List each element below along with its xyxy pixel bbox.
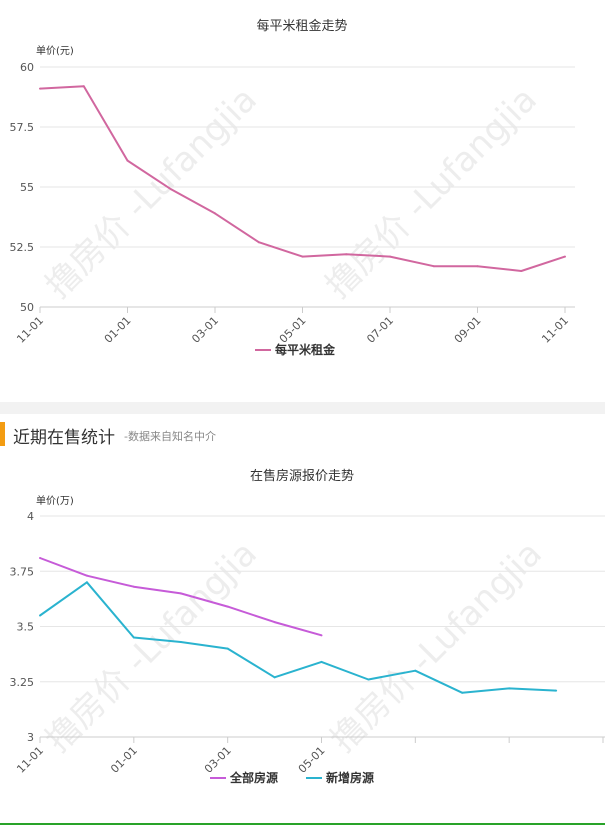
legend-label: 新增房源 xyxy=(326,770,374,785)
rent-trend-chart: 撸房价 -Lufangjia 撸房价 -Lufangjia 每平米租金走势单价(元)… xyxy=(10,18,575,357)
data-point xyxy=(132,585,135,588)
y-tick-label: 50 xyxy=(20,301,34,314)
section-note: -数据来自知名中介 xyxy=(124,430,216,443)
data-point xyxy=(389,255,391,258)
listing-price-trend-chart: 撸房价 -Lufangjia 撸房价 -Lufangjia 在售房源报价走势单价(万… xyxy=(10,468,605,785)
section-accent-bar xyxy=(0,422,5,446)
x-tick-label: 01-01 xyxy=(108,744,140,776)
section-header: 近期在售统计 -数据来自知名中介 xyxy=(0,414,605,454)
data-point xyxy=(414,669,417,672)
data-point xyxy=(476,265,479,268)
listing-chart-panel: 撸房价 -Lufangjia 撸房价 -Lufangjia 在售房源报价走势单价(万… xyxy=(0,454,605,823)
data-point xyxy=(226,647,229,650)
chart-title: 每平米租金走势 xyxy=(256,18,347,34)
data-point xyxy=(126,159,129,162)
x-tick-label: 05-01 xyxy=(277,314,309,346)
data-point xyxy=(179,592,182,595)
data-point xyxy=(39,614,41,617)
y-tick-label: 60 xyxy=(20,61,34,74)
data-point xyxy=(367,678,370,681)
section-title: 近期在售统计 xyxy=(13,428,115,448)
data-point xyxy=(320,660,323,663)
bottom-border xyxy=(0,823,605,825)
data-point xyxy=(520,270,523,272)
x-tick-label: 11-01 xyxy=(539,314,571,346)
x-tick-label: 11-01 xyxy=(14,744,46,776)
data-point xyxy=(179,640,182,643)
data-point xyxy=(555,689,558,692)
x-tick-label: 11-01 xyxy=(14,314,46,346)
data-point xyxy=(85,581,88,584)
data-point xyxy=(273,621,276,624)
data-point xyxy=(345,253,348,256)
data-point xyxy=(508,687,511,690)
data-point xyxy=(301,255,304,258)
data-point xyxy=(39,87,41,90)
data-point xyxy=(170,188,173,191)
y-tick-label: 3.5 xyxy=(17,621,35,634)
data-point xyxy=(132,636,135,639)
y-axis-unit-label: 单价(元) xyxy=(36,45,74,57)
data-point xyxy=(461,691,464,694)
data-point xyxy=(82,85,85,88)
y-tick-label: 4 xyxy=(27,510,34,523)
x-tick-label: 07-01 xyxy=(364,314,396,346)
x-tick-label: 09-01 xyxy=(452,314,484,346)
x-tick-label: 03-01 xyxy=(189,314,221,346)
data-point xyxy=(39,556,41,559)
x-tick-label: 05-01 xyxy=(296,744,328,776)
watermark-text: 撸房价 -Lufangjia xyxy=(318,80,545,307)
watermark-text: 撸房价 -Lufangjia xyxy=(38,80,265,307)
data-point xyxy=(320,634,323,637)
series-line-新增房源 xyxy=(39,581,557,694)
data-point xyxy=(226,605,229,608)
y-tick-label: 3 xyxy=(27,731,34,744)
legend-label: 每平米租金 xyxy=(275,342,336,357)
y-tick-label: 52.5 xyxy=(10,241,35,254)
data-point xyxy=(273,676,276,679)
y-axis-unit-label: 单价(万) xyxy=(36,495,74,507)
y-tick-label: 57.5 xyxy=(10,121,35,134)
y-tick-label: 3.25 xyxy=(10,676,35,689)
y-tick-label: 55 xyxy=(20,181,34,194)
data-point xyxy=(85,574,88,577)
y-tick-label: 3.75 xyxy=(10,565,35,578)
watermark-text: 撸房价 -Lufangjia xyxy=(38,534,265,761)
section-divider xyxy=(0,402,605,414)
data-point xyxy=(564,255,566,258)
x-tick-label: 01-01 xyxy=(102,314,134,346)
watermark-text: 撸房价 -Lufangjia xyxy=(323,534,550,761)
data-point xyxy=(432,265,435,268)
rent-chart-panel: 撸房价 -Lufangjia 撸房价 -Lufangjia 每平米租金走势单价(元)… xyxy=(0,0,605,402)
data-point xyxy=(214,212,216,215)
data-point xyxy=(257,241,260,244)
chart-title: 在售房源报价走势 xyxy=(250,468,354,484)
legend-label: 全部房源 xyxy=(229,770,278,785)
